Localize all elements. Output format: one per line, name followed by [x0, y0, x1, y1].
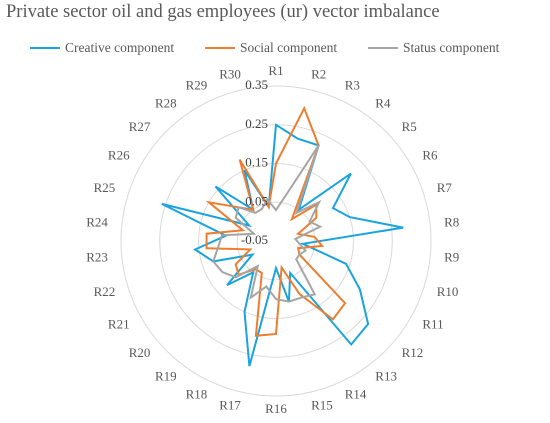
category-label-r12: R12	[402, 345, 424, 360]
tick-label-2: 0.15	[245, 154, 268, 169]
category-label-r28: R28	[155, 95, 177, 110]
tick-label-3: 0.25	[245, 116, 268, 131]
category-label-r19: R19	[155, 369, 177, 384]
category-label-r18: R18	[186, 386, 208, 401]
category-label-r27: R27	[129, 119, 151, 134]
category-label-r22: R22	[94, 284, 116, 299]
category-label-r9: R9	[444, 250, 459, 265]
category-label-r13: R13	[375, 369, 397, 384]
chart-title: Private sector oil and gas employees (ur…	[6, 2, 440, 22]
series-line-creative	[161, 123, 404, 367]
category-label-r6: R6	[422, 147, 438, 162]
legend-swatch-status	[368, 47, 398, 49]
category-label-r4: R4	[375, 95, 391, 110]
category-label-r5: R5	[402, 119, 417, 134]
tick-label-1: 0.05	[245, 193, 268, 208]
category-label-r10: R10	[437, 284, 459, 299]
category-label-r30: R30	[219, 67, 241, 82]
legend-swatch-creative	[30, 47, 60, 49]
series-line-status	[212, 144, 323, 303]
category-label-r1: R1	[268, 63, 283, 78]
category-label-r26: R26	[108, 147, 130, 162]
legend-swatch-social	[205, 47, 235, 49]
category-label-r2: R2	[311, 67, 326, 82]
legend: Creative component Social component Stat…	[0, 40, 550, 58]
series-line-social	[205, 105, 347, 337]
legend-label-creative: Creative component	[65, 40, 175, 55]
category-label-r29: R29	[186, 78, 208, 93]
legend-label-social: Social component	[240, 40, 338, 55]
category-label-r15: R15	[311, 397, 333, 412]
legend-item-status: Status component	[368, 40, 499, 56]
legend-item-social: Social component	[205, 40, 337, 56]
category-label-r3: R3	[345, 78, 360, 93]
category-label-r17: R17	[219, 397, 241, 412]
category-label-r20: R20	[129, 345, 151, 360]
grid-circle-4	[120, 85, 432, 397]
category-label-r21: R21	[108, 316, 130, 331]
category-label-r7: R7	[437, 180, 453, 195]
legend-item-creative: Creative component	[30, 40, 174, 56]
category-label-r25: R25	[94, 180, 116, 195]
category-label-r11: R11	[422, 316, 443, 331]
legend-label-status: Status component	[403, 40, 500, 55]
tick-label-0: -0.05	[241, 232, 268, 247]
category-label-r24: R24	[86, 214, 108, 229]
category-label-r16: R16	[265, 401, 287, 416]
tick-label-4: 0.35	[245, 77, 268, 92]
category-label-r23: R23	[86, 250, 108, 265]
category-label-r8: R8	[444, 214, 459, 229]
category-label-r14: R14	[345, 386, 367, 401]
